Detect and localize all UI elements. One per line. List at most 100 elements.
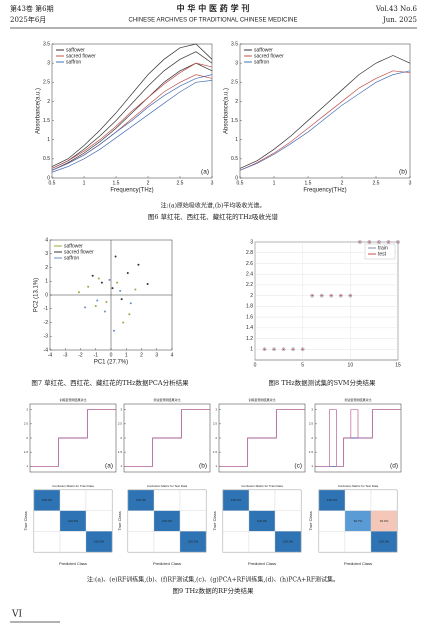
y-tick-label: 1.4 (246, 325, 253, 331)
x-tick-label: 2.5 (177, 180, 184, 186)
y-tick-label: 3 (215, 407, 217, 411)
x-tick-label: 1 (83, 180, 86, 186)
volume-en: Vol.43 No.6 (375, 5, 418, 13)
prediction-line (219, 409, 305, 467)
legend-label: train (378, 245, 388, 251)
point (119, 289, 122, 292)
matrix-cell (370, 531, 398, 553)
x-tick-label: 1.5 (113, 180, 120, 186)
y-tick-label: 1.5 (231, 118, 238, 124)
y-tick-label: 2.5 (118, 422, 123, 426)
y-tick-label: 1 (47, 137, 50, 143)
y-axis-label: True Class (117, 511, 122, 530)
y-tick-label: 1.5 (118, 450, 123, 454)
matrix-cell (179, 510, 207, 532)
point (311, 294, 314, 297)
point (330, 294, 333, 297)
point (111, 287, 114, 290)
point (378, 241, 380, 243)
y-tick-label: -2 (44, 320, 49, 326)
volume: 第43卷 第6期 (10, 4, 54, 13)
x-tick-label: 3 (409, 180, 412, 186)
y-tick-label: -4 (44, 347, 49, 353)
y-tick-label: 2.6 (246, 261, 253, 267)
point (113, 329, 116, 332)
point (96, 299, 99, 302)
y-tick-label: 2 (26, 436, 28, 440)
x-tick-label: 0 (254, 362, 257, 368)
point (116, 281, 119, 284)
spectrum-line (51, 62, 213, 169)
point (349, 294, 352, 297)
matrix-cell (248, 531, 276, 553)
y-tick-label: 1 (215, 464, 217, 468)
matrix-cell (248, 489, 276, 511)
legend-label: saffron (64, 255, 79, 261)
spectrum-line (239, 70, 411, 171)
y-tick-label: 3 (47, 60, 50, 66)
y-tick-label: 3 (235, 60, 238, 66)
y-tick-label: 0.5 (43, 156, 50, 162)
x-axis-label: Predicted Class (248, 561, 276, 566)
panel-label: (c) (294, 463, 302, 470)
matrix-cell (85, 510, 113, 532)
y-tick-label: 3 (311, 407, 313, 411)
cell-label: 100.0% (327, 498, 338, 502)
x-tick-label: 3 (155, 352, 158, 358)
point (272, 347, 276, 352)
point (310, 293, 315, 298)
x-tick-label: 0.5 (237, 180, 244, 186)
y-tick-label: 3 (26, 407, 28, 411)
x-axis-label: Predicted Class (59, 561, 87, 566)
point (263, 348, 266, 351)
y-tick-label: 2.4 (246, 272, 253, 278)
y-tick-label: 1 (26, 464, 28, 468)
legend-label: sacred flower (64, 249, 94, 255)
x-tick-label: 0.5 (49, 180, 56, 186)
matrix-cell (222, 510, 250, 532)
point (282, 348, 285, 351)
note: 注:(a)、(e)RF训练集,(b)、(f)RF测试集,(c)、(g)PCA+R… (87, 576, 339, 584)
x-tick-label: 15 (395, 362, 401, 368)
legend-label: saffron (254, 59, 269, 65)
point (273, 348, 275, 351)
matrix-cell (318, 531, 346, 553)
point (97, 277, 100, 280)
x-tick-label: -4 (48, 352, 53, 358)
note: 注:(a)原始吸收光谱,(b)平均吸收光谱。 (161, 202, 266, 210)
point (300, 347, 305, 352)
plot-title: 训练集预测结果对比 (248, 397, 275, 402)
point (377, 240, 381, 244)
point (128, 313, 131, 316)
point (338, 293, 343, 298)
y-tick-label: 2.8 (246, 250, 253, 256)
cell-label: 100.0% (136, 498, 147, 502)
matrix-cell (127, 531, 155, 553)
point (387, 241, 390, 243)
caption: 图7 草红花、西红花、藏红花的THz数据PCA分析结果 (31, 378, 189, 387)
cell-label: 100.0% (94, 539, 105, 543)
point (319, 293, 324, 298)
prediction-line (30, 409, 116, 467)
point (126, 272, 129, 274)
x-tick-label: 2 (147, 180, 150, 186)
point (137, 263, 140, 266)
matrix-cell (33, 531, 61, 553)
y-tick-label: 0 (235, 175, 238, 181)
point (134, 288, 137, 291)
y-tick-label: 2.5 (213, 422, 218, 426)
point (348, 293, 353, 298)
plot-frame (239, 43, 411, 179)
x-tick-label: 0 (110, 352, 113, 358)
y-tick-label: 0 (45, 292, 48, 298)
plot-title: Confusion Matrix for Train Data (241, 484, 283, 488)
x-axis-label: Frequency(THz) (303, 188, 346, 194)
plot-title: 测试集预测结果对比 (344, 397, 371, 402)
spectrum-line (51, 74, 213, 171)
caption: 图9 THz数据的RF分类结果 (172, 586, 254, 595)
y-tick-label: 1.5 (309, 450, 314, 454)
matrix-cell (222, 531, 250, 553)
point (367, 240, 372, 244)
matrix-cell (318, 510, 346, 532)
